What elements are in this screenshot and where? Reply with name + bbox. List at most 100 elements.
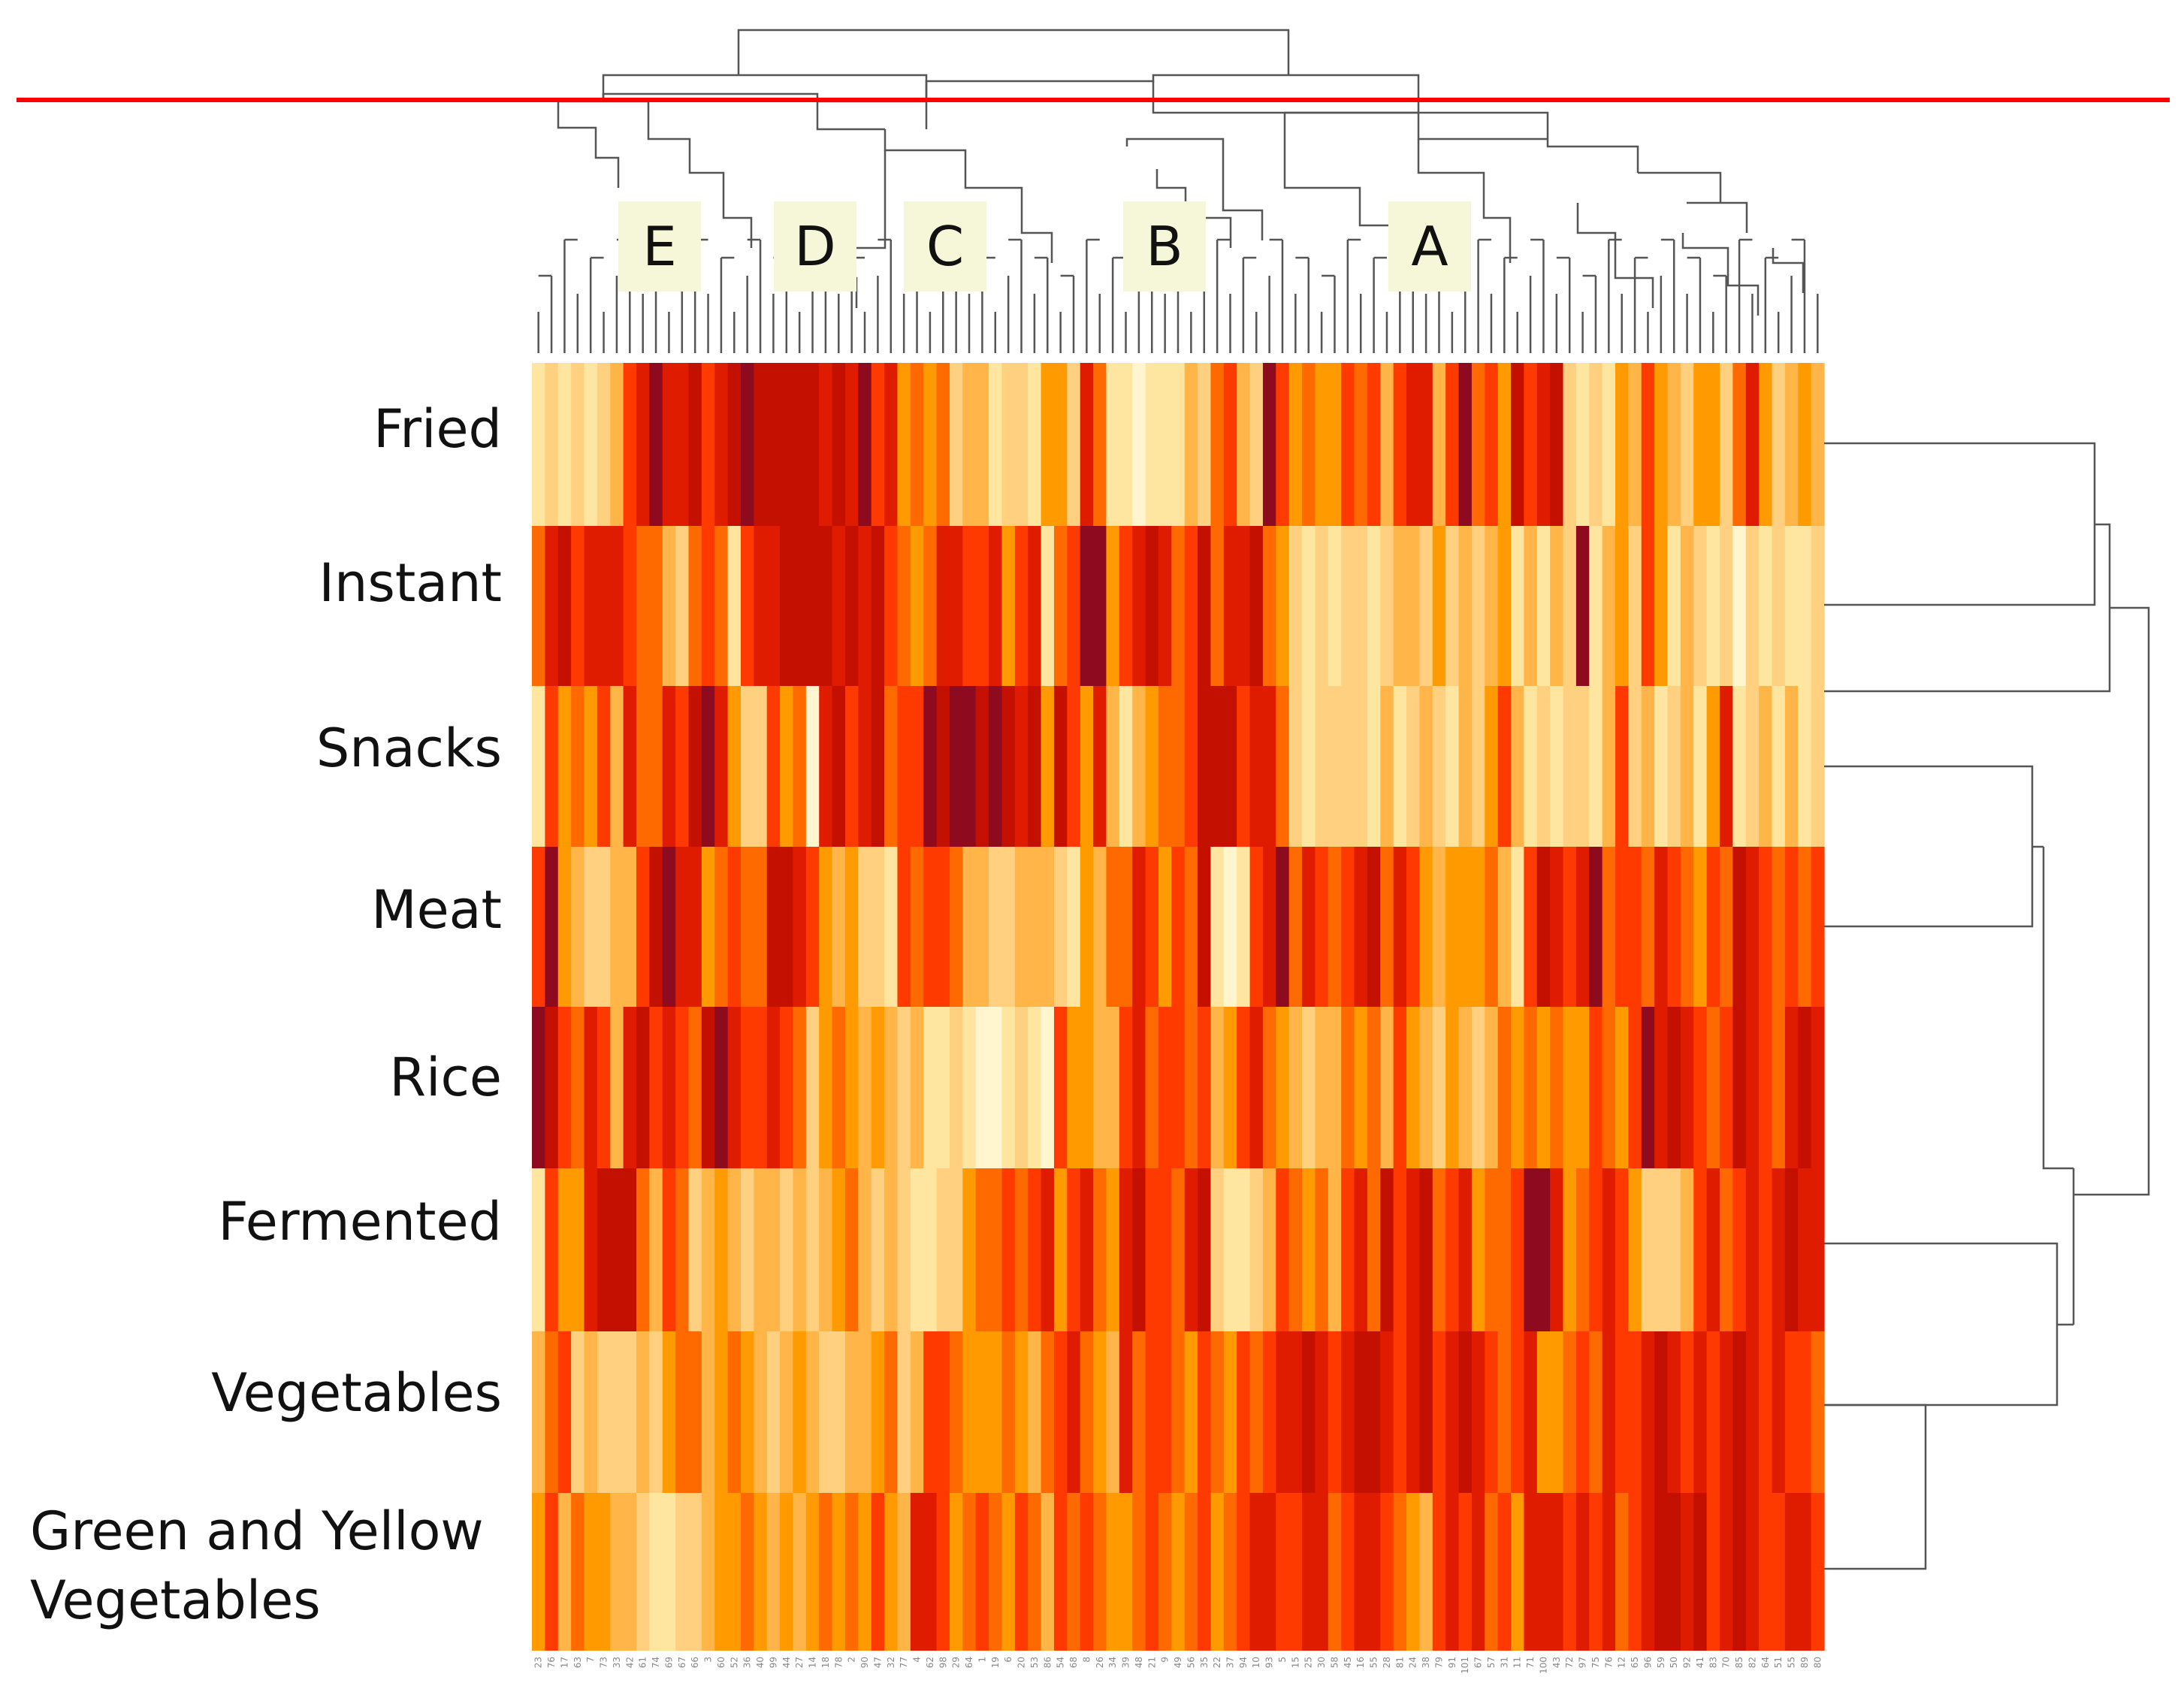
column-tick-label: 15 [1290, 1657, 1300, 1668]
heatmap-cell [949, 363, 963, 526]
heatmap-cell [1014, 847, 1029, 1007]
column-tick-label: 42 [624, 1657, 635, 1668]
heatmap-cell [1367, 1331, 1381, 1493]
heatmap-cell [1315, 686, 1329, 847]
heatmap-cell [844, 686, 859, 847]
column-tick-label: 48 [1134, 1657, 1144, 1668]
heatmap-cell [545, 847, 559, 1007]
heatmap-cell [1654, 1331, 1669, 1493]
heatmap-cell [1080, 1493, 1094, 1651]
heatmap-cell [1759, 1493, 1773, 1651]
heatmap-cell [1341, 1331, 1355, 1493]
heatmap-cell [1497, 686, 1512, 847]
heatmap-cell [1276, 1007, 1290, 1168]
heatmap-cell [1445, 1007, 1460, 1168]
heatmap-cell [1706, 1007, 1720, 1168]
heatmap-cell [1380, 363, 1394, 526]
heatmap-cell [1262, 686, 1276, 847]
column-tick-label: 26 [1095, 1657, 1105, 1668]
heatmap-cell [1811, 1007, 1825, 1168]
heatmap-cell [1288, 526, 1303, 686]
heatmap-cell [832, 1007, 846, 1168]
heatmap-cell [1393, 1168, 1407, 1331]
column-tick-label: 32 [886, 1657, 896, 1668]
heatmap-cell [532, 847, 545, 1007]
column-tick-label: 55 [1369, 1657, 1379, 1668]
heatmap-cell [714, 847, 729, 1007]
heatmap-cell [1249, 1331, 1264, 1493]
heatmap-cell [1458, 1168, 1473, 1331]
row-label: Fermented [218, 1191, 502, 1252]
heatmap-cell [858, 526, 872, 686]
heatmap-cell [1432, 363, 1446, 526]
heatmap-cell [1367, 686, 1381, 847]
heatmap-cell [1080, 847, 1094, 1007]
heatmap-cell [623, 1168, 637, 1331]
heatmap-cell [1772, 1168, 1786, 1331]
heatmap-cell [1028, 526, 1042, 686]
heatmap-cell [1693, 363, 1708, 526]
heatmap-cell [1288, 363, 1303, 526]
heatmap-cell [1132, 363, 1146, 526]
heatmap-cell [1041, 847, 1055, 1007]
column-tick-label: 76 [1603, 1657, 1614, 1668]
cluster-label-box [774, 201, 856, 292]
heatmap-cell [975, 847, 989, 1007]
heatmap-cell [1772, 1331, 1786, 1493]
heatmap-cell [740, 363, 754, 526]
heatmap-cell [1210, 1168, 1225, 1331]
heatmap-cell [1367, 363, 1381, 526]
heatmap-cell [766, 1493, 781, 1651]
heatmap-cell [1575, 847, 1590, 1007]
heatmap-cell [844, 1007, 859, 1168]
heatmap-cell [1380, 686, 1394, 847]
heatmap-cell [1732, 686, 1747, 847]
heatmap-cell [923, 686, 938, 847]
cluster-label-e: E [618, 201, 701, 292]
heatmap-cell [1067, 686, 1081, 847]
heatmap-cell [727, 686, 742, 847]
heatmap-cell [1720, 847, 1733, 1007]
heatmap-cell [949, 526, 963, 686]
heatmap-cell [897, 847, 911, 1007]
heatmap-cell [1602, 1168, 1616, 1331]
heatmap-cell [1706, 1168, 1720, 1331]
heatmap-cell [1171, 686, 1186, 847]
heatmap-cell [1198, 686, 1212, 847]
heatmap-cell [949, 1331, 963, 1493]
heatmap-cell [1249, 526, 1264, 686]
heatmap-cell [1759, 686, 1773, 847]
heatmap-cell [1784, 1007, 1799, 1168]
column-tick-label: 60 [716, 1657, 726, 1668]
column-tick-label: 97 [1578, 1657, 1588, 1668]
column-tick-label: 81 [1394, 1657, 1405, 1668]
heatmap-cell [1706, 847, 1720, 1007]
row-label-line: Vegetables [30, 1570, 321, 1631]
heatmap-cell [1262, 1007, 1276, 1168]
heatmap-cell [1497, 363, 1512, 526]
heatmap-cell [793, 363, 807, 526]
heatmap-cell [1302, 1007, 1316, 1168]
heatmap-cell [623, 526, 637, 686]
row-label-line: Snacks [316, 718, 502, 779]
column-tick-label: 96 [1642, 1657, 1653, 1668]
heatmap-cell [636, 1007, 650, 1168]
heatmap-cell [962, 526, 977, 686]
heatmap-cell [1158, 1493, 1172, 1651]
row-label-line: Fried [373, 398, 502, 460]
heatmap-cell [1589, 526, 1603, 686]
heatmap-cell [754, 686, 768, 847]
heatmap-cell [571, 1493, 585, 1651]
column-tick-label: 80 [1812, 1657, 1823, 1668]
heatmap-cell [557, 847, 572, 1007]
heatmap-cell [793, 1331, 807, 1493]
heatmap-cell [780, 363, 794, 526]
cluster-label-text: B [1146, 215, 1183, 278]
heatmap-cell [1720, 363, 1733, 526]
heatmap-cell [1028, 1493, 1042, 1651]
column-tick-label: 51 [1773, 1657, 1784, 1668]
heatmap-cell [1419, 1331, 1433, 1493]
heatmap-cell [584, 526, 598, 686]
heatmap-cell [1014, 1168, 1029, 1331]
heatmap-cell [1458, 1331, 1473, 1493]
